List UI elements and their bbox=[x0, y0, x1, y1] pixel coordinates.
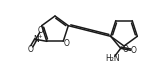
Text: H₂N: H₂N bbox=[105, 54, 120, 63]
Text: O: O bbox=[131, 46, 137, 55]
Text: -: - bbox=[43, 26, 45, 31]
Text: +: + bbox=[37, 34, 42, 39]
Text: N: N bbox=[33, 35, 39, 44]
Text: O: O bbox=[28, 45, 34, 54]
Text: O: O bbox=[63, 39, 69, 48]
Text: O: O bbox=[123, 45, 129, 53]
Text: O: O bbox=[38, 26, 44, 35]
